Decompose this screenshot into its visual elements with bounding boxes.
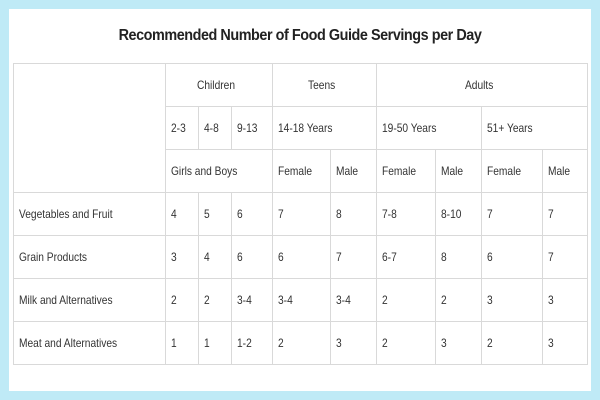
table-cell: 7 bbox=[481, 192, 543, 236]
page-frame: Recommended Number of Food Guide Serving… bbox=[9, 9, 591, 391]
table-cell: 7-8 bbox=[376, 192, 436, 236]
table-row: Vegetables and Fruit 4 5 6 7 8 7-8 8-10 … bbox=[13, 192, 589, 236]
table-cell: 6 bbox=[272, 235, 331, 279]
table-cell: 2 bbox=[435, 278, 482, 322]
header-adult-51-male: Male bbox=[541, 149, 589, 193]
header-age-9-13: 9-13 bbox=[231, 106, 273, 150]
table-cell: 8 bbox=[330, 192, 377, 236]
table-cell: 1 bbox=[198, 321, 232, 365]
table-cell: 4 bbox=[165, 192, 199, 236]
table-cell: 6-7 bbox=[376, 235, 436, 279]
table-cell: 8 bbox=[435, 235, 482, 279]
row-label: Meat and Alternatives bbox=[13, 321, 166, 365]
header-corner-cell bbox=[13, 63, 166, 193]
header-adult-19-50-female: Female bbox=[376, 149, 436, 193]
table-cell: 7 bbox=[541, 235, 589, 279]
header-age-14-18: 14-18 Years bbox=[272, 106, 377, 150]
header-age-51-plus: 51+ Years bbox=[480, 106, 589, 150]
header-age-2-3: 2-3 bbox=[165, 106, 199, 150]
table-cell: 2 bbox=[165, 278, 199, 322]
header-age-4-8: 4-8 bbox=[198, 106, 232, 150]
row-label: Grain Products bbox=[13, 235, 166, 279]
table-cell: 2 bbox=[198, 278, 232, 322]
header-row-groups: Children Teens Adults bbox=[13, 63, 589, 193]
table-row: Milk and Alternatives 2 2 3-4 3-4 3-4 2 … bbox=[13, 278, 589, 322]
row-label: Milk and Alternatives bbox=[13, 278, 166, 322]
table-cell: 3 bbox=[541, 321, 589, 365]
table-cell: 2 bbox=[376, 278, 436, 322]
table-cell: 6 bbox=[231, 235, 273, 279]
row-label: Vegetables and Fruit bbox=[13, 192, 166, 236]
table-row: Meat and Alternatives 1 1 1-2 2 3 2 3 2 … bbox=[13, 321, 589, 365]
page-title: Recommended Number of Food Guide Serving… bbox=[118, 27, 482, 44]
header-children: Children bbox=[165, 63, 273, 107]
table-row: Grain Products 3 4 6 6 7 6-7 8 6 7 bbox=[13, 235, 589, 279]
table-cell: 3 bbox=[165, 235, 199, 279]
header-row-ages: 2-3 4-8 9-13 14-18 Years 19-50 Years 51+… bbox=[14, 106, 589, 150]
table-cell: 3 bbox=[481, 278, 543, 322]
table-cell: 3 bbox=[541, 278, 589, 322]
table-cell: 1-2 bbox=[231, 321, 273, 365]
table-cell: 3-4 bbox=[330, 278, 377, 322]
table-cell: 7 bbox=[272, 192, 331, 236]
table-cell: 5 bbox=[198, 192, 232, 236]
header-girls-boys: Girls and Boys bbox=[165, 149, 273, 193]
table-cell: 3-4 bbox=[272, 278, 331, 322]
table-cell: 2 bbox=[481, 321, 543, 365]
table-cell: 3 bbox=[435, 321, 482, 365]
header-teen-male: Male bbox=[330, 149, 377, 193]
servings-table: Children Teens Adults 2-3 4-8 9-13 14-18… bbox=[13, 63, 589, 365]
table-cell: 8-10 bbox=[435, 192, 482, 236]
table-cell: 6 bbox=[231, 192, 273, 236]
header-adult-51-female: Female bbox=[481, 149, 543, 193]
table-cell: 2 bbox=[272, 321, 331, 365]
header-teens: Teens bbox=[272, 63, 377, 107]
table-cell: 7 bbox=[541, 192, 589, 236]
table-cell: 6 bbox=[481, 235, 543, 279]
header-adults: Adults bbox=[375, 63, 589, 107]
table-cell: 7 bbox=[330, 235, 377, 279]
header-row-sex: Girls and Boys Female Male Female Male F… bbox=[14, 149, 589, 193]
table-cell: 3-4 bbox=[231, 278, 273, 322]
table-cell: 3 bbox=[330, 321, 377, 365]
table-cell: 2 bbox=[376, 321, 436, 365]
table-cell: 1 bbox=[165, 321, 199, 365]
header-adult-19-50-male: Male bbox=[435, 149, 482, 193]
table-cell: 4 bbox=[198, 235, 232, 279]
header-teen-female: Female bbox=[272, 149, 331, 193]
header-age-19-50: 19-50 Years bbox=[376, 106, 482, 150]
